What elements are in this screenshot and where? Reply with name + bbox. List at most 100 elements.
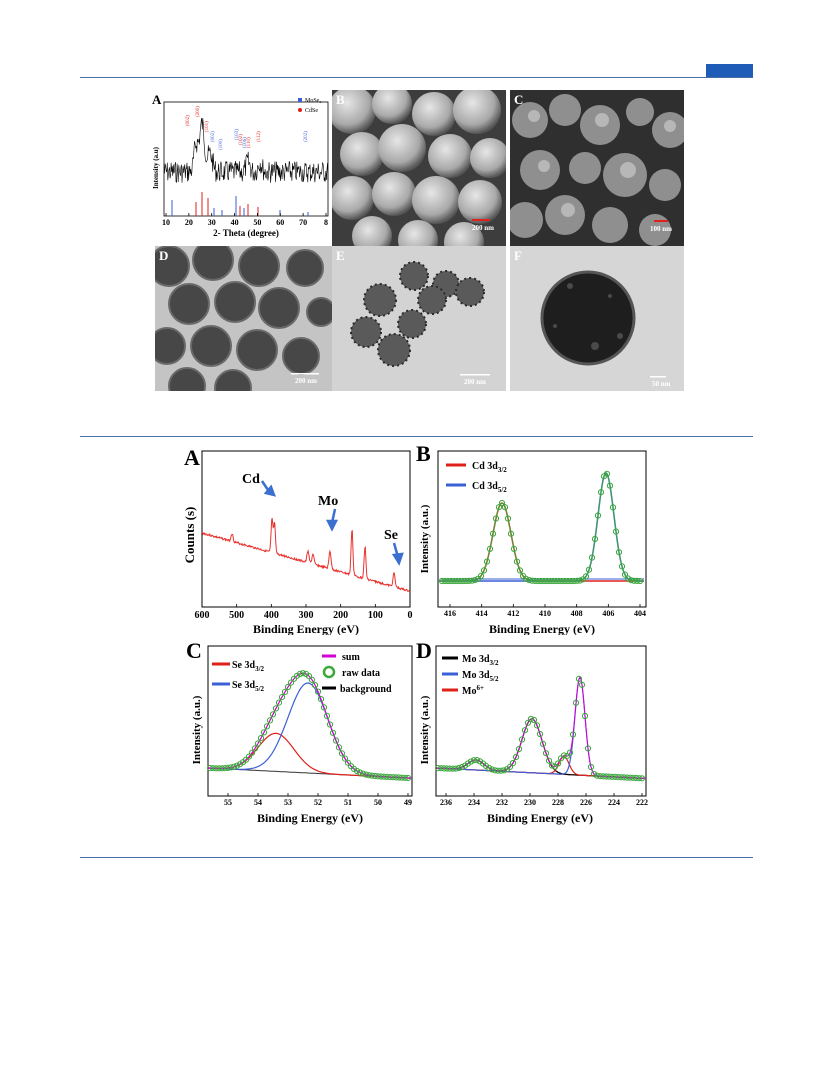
x-tick-label: 54: [254, 798, 262, 807]
mo-raw-point: [548, 762, 556, 769]
mo-plot-area: [434, 675, 647, 782]
se-raw-point: [359, 770, 367, 777]
legend-cdse-marker: [298, 108, 302, 112]
panel-label-d: D: [159, 248, 169, 263]
se-raw-point: [380, 773, 388, 780]
x-tick-label: 600: [195, 610, 210, 621]
tem-spheres-d: [155, 246, 332, 391]
x-tick-label: 410: [539, 609, 551, 618]
se-raw-point: [224, 764, 232, 771]
panel-label-c: C: [514, 92, 524, 107]
x-tick-label: 412: [507, 609, 519, 618]
se-raw-point: [335, 744, 343, 751]
cd-raw-point: [498, 499, 506, 507]
mo-legend-32-label: Mo 3d3/2: [462, 654, 499, 667]
cd-raw-point: [534, 577, 542, 585]
mo-raw-point: [605, 773, 613, 780]
annotation-se: Se: [384, 528, 398, 543]
mo-raw-point: [446, 765, 454, 772]
panel-label-2d: D: [416, 638, 432, 663]
mo-raw-point: [617, 774, 625, 781]
mo-raw-point: [449, 765, 457, 772]
mo-raw-point: [491, 767, 499, 774]
x-tick-label: 0: [408, 610, 413, 621]
cd-raw-point: [465, 577, 473, 584]
xrd-red-peak-labels: (002) (200) (101) (102) (110) (112): [186, 106, 262, 148]
se-raw-point: [311, 682, 319, 689]
mo-sum-line: [436, 676, 647, 779]
mo-raw-point: [632, 774, 640, 782]
mo-raw-point: [452, 765, 460, 772]
x-tick-label: 50: [374, 798, 382, 807]
x-tick-label: 51: [344, 798, 352, 807]
annotation-cd: Cd: [242, 472, 260, 487]
scalebar-e-text: 200 nm: [464, 378, 486, 386]
x-tick-label: 49: [404, 798, 412, 807]
x-tick-label: 20: [185, 218, 193, 227]
cd-raw-point: [555, 577, 563, 585]
panel-label-2c: C: [186, 638, 202, 663]
cd-raw-point: [453, 577, 461, 585]
cd-raw-point: [549, 577, 557, 585]
cd-raw-point: [561, 577, 569, 585]
svg-text:(002): (002): [186, 115, 191, 126]
cd-x-label: Binding Energy (eV): [489, 622, 595, 635]
se-raw-point: [212, 765, 220, 772]
cd-raw-point: [618, 563, 626, 570]
mo-raw-point: [512, 753, 520, 761]
mo-raw-point: [566, 749, 574, 756]
se-raw-point: [206, 765, 214, 772]
cd-raw-point: [609, 504, 617, 511]
mo-raw-point: [539, 740, 547, 748]
cd-raw-point: [480, 567, 488, 574]
mo-raw-point: [437, 765, 445, 772]
se-raw-point: [323, 712, 331, 720]
xrd-x-label: 2- Theta (degree): [213, 228, 279, 238]
mo-raw-point: [626, 774, 634, 781]
mo-raw-point: [584, 745, 592, 752]
se-raw-point: [296, 670, 304, 678]
se-raw-point: [209, 765, 217, 772]
se-raw-point: [404, 774, 412, 782]
se-raw-point: [317, 696, 325, 703]
svg-text:(002): (002): [211, 131, 216, 142]
mo-raw-point: [488, 766, 496, 773]
cd-raw-point: [438, 577, 446, 585]
cd-raw-point: [612, 528, 620, 535]
survey-x-label: Binding Energy (eV): [253, 622, 359, 635]
se-x-ticks: 55 54 53 52 51 50 49: [224, 793, 412, 807]
cd-raw-point: [567, 577, 575, 585]
xps-mo-chart: D 236 234 232 230 228 226 224 222 Binding Energ…: [416, 638, 648, 825]
cd-raw-point: [444, 577, 452, 585]
svg-text:(202): (202): [304, 131, 309, 142]
cd-raw-point: [627, 577, 635, 584]
mo-raw-point: [494, 767, 502, 774]
mo-raw-point: [467, 758, 475, 765]
se-raw-point: [314, 688, 322, 695]
mo-raw-point: [515, 745, 523, 753]
se-raw-point: [269, 711, 277, 718]
x-tick-label: 230: [524, 798, 536, 807]
xrd-y-label: Intensity (a.u): [152, 146, 160, 189]
se-32-fit-line: [208, 732, 413, 779]
se-raw-point: [383, 773, 391, 780]
cd-raw-point: [477, 572, 485, 579]
scalebar-c-text: 100 nm: [650, 225, 672, 233]
panel-label-2b: B: [416, 443, 431, 466]
cd-raw-point: [636, 577, 644, 585]
cd-raw-point: [516, 567, 524, 574]
cd-raw-point: [450, 577, 458, 585]
panel-label-a: A: [152, 92, 162, 107]
mo-raw-point: [470, 757, 478, 764]
mo-legend-6plus-label: Mo6+: [462, 684, 484, 697]
x-tick-label: 30: [208, 218, 216, 227]
mo-raw-point: [614, 774, 622, 781]
se-raw-point: [278, 694, 286, 701]
cd-52-fit-line: [440, 472, 644, 582]
mo-raw-point: [509, 759, 517, 767]
se-raw-point: [371, 772, 379, 780]
se-raw-point: [281, 688, 289, 696]
cd-raw-point: [441, 577, 449, 585]
x-tick-label: 8: [324, 218, 328, 227]
cd-raw-point: [489, 530, 497, 537]
